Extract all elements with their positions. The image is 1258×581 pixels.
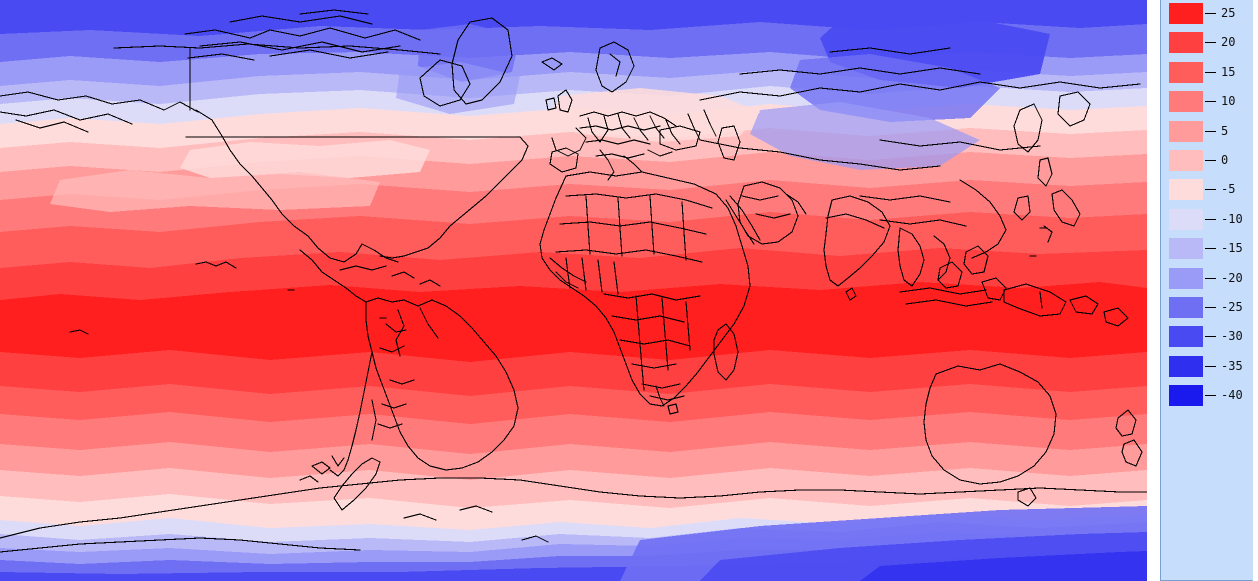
legend-entry[interactable]: 5: [1161, 120, 1254, 150]
legend-tick-mark: [1205, 160, 1216, 161]
legend-swatch: [1169, 355, 1203, 377]
coastline-layer: [0, 9, 1147, 553]
legend-swatch: [1169, 61, 1203, 83]
legend-swatch: [1169, 297, 1203, 318]
legend-entry[interactable]: 10: [1161, 91, 1254, 120]
legend-entry[interactable]: 20: [1161, 32, 1254, 61]
legend-entry[interactable]: -5: [1161, 179, 1254, 208]
legend-swatch: [1169, 179, 1203, 201]
legend-tick-mark: [1205, 307, 1216, 308]
temperature-colorbar[interactable]: 25 20 15 10 5 0 -5 -10 -15 -20 -25 -30 -35 -40: [1160, 0, 1253, 581]
legend-swatch: [1169, 385, 1203, 407]
legend-tick-mark: [1205, 42, 1216, 44]
legend-label: -20: [1221, 270, 1243, 285]
legend-tick-mark: [1205, 277, 1216, 279]
legend-entry[interactable]: -20: [1161, 267, 1254, 297]
legend-label: -10: [1221, 211, 1243, 226]
legend-label: 15: [1221, 64, 1236, 79]
legend-entry[interactable]: -30: [1161, 326, 1254, 355]
legend-tick-mark: [1205, 13, 1216, 14]
legend-entry[interactable]: -40: [1161, 385, 1254, 414]
legend-tick-mark: [1205, 71, 1216, 73]
legend-label: -30: [1221, 329, 1243, 344]
legend-swatch: [1169, 326, 1203, 348]
legend-tick-mark: [1205, 395, 1216, 397]
legend-entry[interactable]: -15: [1161, 238, 1254, 267]
legend-entry[interactable]: -10: [1161, 208, 1254, 238]
legend-entry[interactable]: -25: [1161, 297, 1254, 326]
legend-tick-mark: [1205, 365, 1216, 367]
legend-entry[interactable]: 25: [1161, 3, 1254, 32]
legend-label: -35: [1221, 358, 1243, 373]
legend-entry[interactable]: 15: [1161, 61, 1254, 91]
legend-tick-mark: [1205, 189, 1216, 191]
legend-swatch: [1169, 150, 1203, 171]
legend-swatch: [1169, 91, 1203, 113]
legend-swatch: [1169, 32, 1203, 54]
legend-swatch: [1169, 238, 1203, 260]
legend-entry[interactable]: 0: [1161, 150, 1254, 179]
world-map-canvas[interactable]: [0, 0, 1147, 581]
legend-tick-mark: [1205, 248, 1216, 250]
legend-tick-mark: [1205, 336, 1216, 338]
legend-swatch: [1169, 208, 1203, 230]
legend-label: -5: [1221, 182, 1236, 197]
legend-label: 25: [1221, 6, 1236, 20]
legend-swatch: [1169, 267, 1203, 289]
legend-tick-mark: [1205, 101, 1216, 103]
legend-label: 0: [1221, 153, 1229, 167]
legend-label: -40: [1221, 388, 1243, 403]
legend-label: -25: [1221, 300, 1243, 314]
legend-label: 5: [1221, 123, 1229, 138]
legend-label: 20: [1221, 35, 1236, 50]
legend-label: -15: [1221, 241, 1243, 256]
legend-tick-mark: [1205, 130, 1216, 132]
legend-swatch: [1169, 3, 1203, 24]
legend-tick-mark: [1205, 218, 1216, 220]
legend-swatch: [1169, 120, 1203, 142]
legend-entry[interactable]: -35: [1161, 355, 1254, 385]
legend-label: 10: [1221, 94, 1236, 109]
world-map-panel[interactable]: [0, 0, 1147, 581]
